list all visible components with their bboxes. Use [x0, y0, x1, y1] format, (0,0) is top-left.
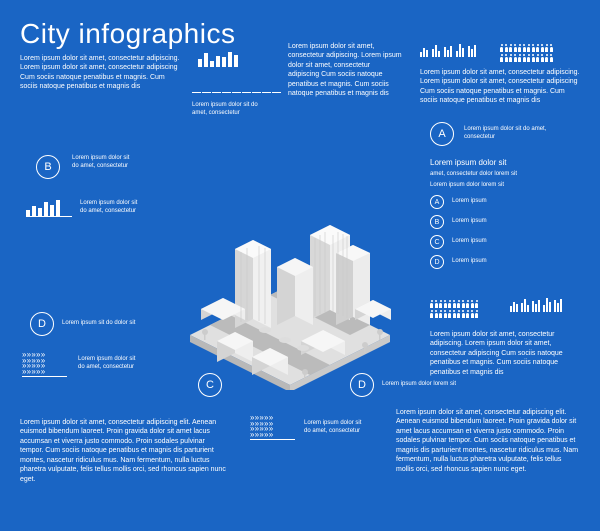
badge-a-label: Lorem ipsum dolor sit do amet, consectet… — [464, 126, 554, 142]
bargroup-chart-br — [510, 298, 562, 312]
text-block-br: Lorem ipsum dolor sit amet, consectetur … — [430, 330, 580, 377]
text-block-tl: Lorem ipsum dolor sit amet, consectetur … — [20, 54, 180, 92]
bar-chart-top — [198, 52, 238, 67]
right-list: Lorem ipsum dolor sit amet, consectetur … — [430, 158, 580, 269]
people-chart-tr — [500, 44, 553, 64]
right-list-line: Lorem ipsum dolor lorem sit — [430, 182, 580, 190]
text-block-tr: Lorem ipsum dolor sit amet, consectetur … — [420, 68, 580, 106]
badge-a-row: A Lorem ipsum dolor sit do amet, consect… — [430, 122, 554, 146]
bargroup-chart-tr — [420, 44, 476, 57]
badge-b: B — [36, 155, 60, 179]
chevron-grid: » » » » »» » » » »» » » » »» » » » » — [22, 352, 67, 377]
badge-a: A — [430, 122, 454, 146]
city-illustration — [175, 190, 405, 380]
badge-d-left-label: Lorem ipsum sit do dolor sit — [62, 320, 142, 328]
right-list-sub: amet, consectetur dolor lorem sit — [430, 171, 580, 179]
bar-chart-left — [26, 200, 72, 217]
mini-label: Lorem ipsum dolor sit do amet, consectet… — [192, 102, 262, 118]
infographic-canvas: City infographics Lorem ipsum dolor sit … — [0, 0, 600, 531]
text-block-bl: Lorem ipsum dolor sit amet, consectetur … — [20, 418, 230, 484]
chev-label: Lorem ipsum dolor sit do amet, consectet… — [78, 356, 138, 372]
chevron-grid-2: » » » » »» » » » »» » » » »» » » » » — [250, 415, 295, 440]
right-list-header: Lorem ipsum dolor sit — [430, 158, 580, 169]
people-chart-br — [430, 300, 478, 320]
chev-label-2: Lorem ipsum dolor sit do amet, consectet… — [304, 420, 364, 436]
text-block-tc: Lorem ipsum dolor sit amet, consectetur … — [288, 42, 403, 99]
badge-b-label: Lorem ipsum dolor sit do amet, consectet… — [72, 155, 132, 171]
line-chart-top: Lorem ipsum dolor sit do amet, consectet… — [192, 80, 282, 118]
bar-left-label: Lorem ipsum dolor sit do amet, consectet… — [80, 200, 138, 216]
badge-d-left: D — [30, 312, 54, 336]
text-block-br2: Lorem ipsum dolor sit amet, consectetur … — [396, 408, 581, 474]
